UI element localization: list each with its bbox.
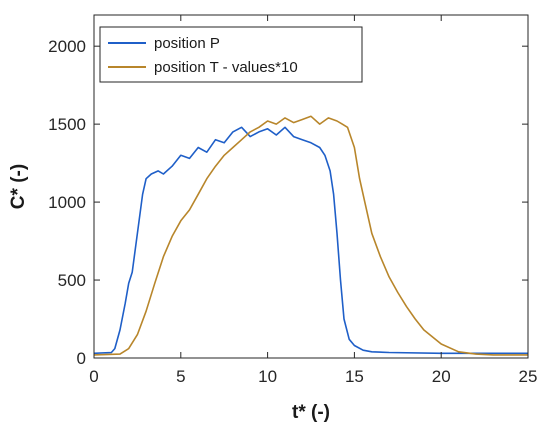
series-line-position-t [94,115,528,356]
legend-label-position-p: position P [154,35,220,52]
y-tick-label: 2000 [48,37,86,56]
tick-labels: 0 5 10 15 20 25 0 500 1000 1500 2000 [48,37,537,386]
y-axis-label: C* (-) [8,164,29,209]
x-tick-label: 5 [176,367,185,386]
x-axis-label: t* (-) [292,402,330,423]
plot-area-frame [93,14,529,359]
legend-label-position-t: position T - values*10 [154,59,298,76]
y-tick-label: 1500 [48,115,86,134]
y-tick-label: 1000 [48,193,86,212]
axis-ticks [93,15,529,359]
x-tick-label: 0 [89,367,98,386]
y-tick-label: 0 [77,349,86,368]
y-tick-label: 500 [58,271,86,290]
series-line-position-p [94,126,528,355]
x-tick-label: 15 [345,367,364,386]
series-layer [94,115,528,356]
x-tick-label: 20 [432,367,451,386]
x-tick-label: 10 [258,367,277,386]
legend-box [99,26,363,83]
legend: position P position T - values*10 [99,26,363,83]
x-tick-label: 25 [519,367,538,386]
